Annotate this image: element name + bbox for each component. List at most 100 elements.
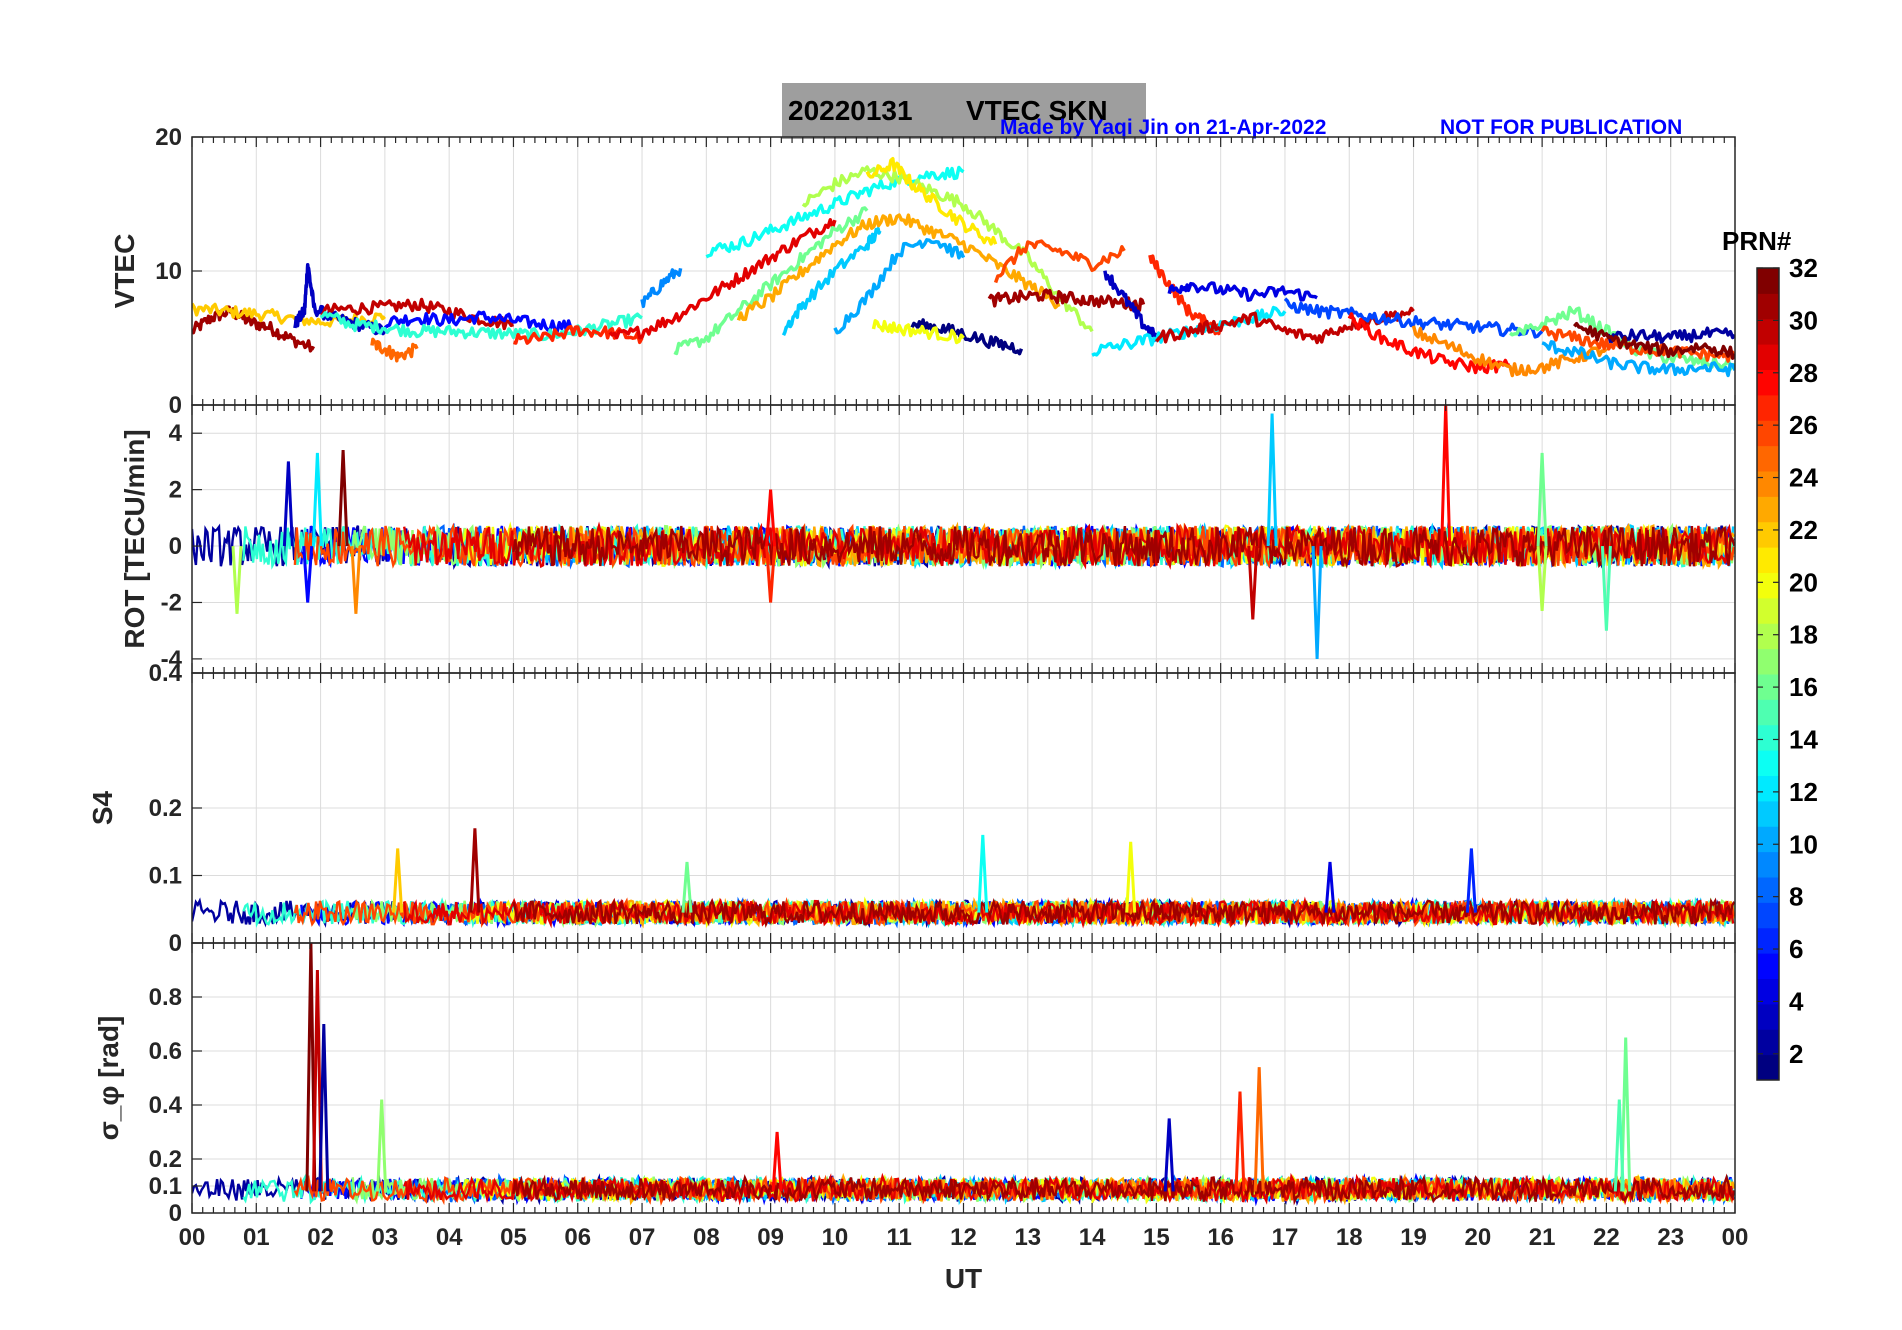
xtick-label: 10 (822, 1224, 849, 1251)
plot-area-vtec (192, 156, 1735, 378)
vtec-arc-prn-9 (640, 267, 683, 309)
colorbar-segment (1757, 420, 1779, 447)
xtick-label: 14 (1079, 1224, 1106, 1251)
vtec-arc-prn-13 (705, 165, 965, 259)
colorbar-tick-label: 30 (1789, 305, 1818, 335)
ytick-label: 0.6 (149, 1038, 182, 1065)
colorbar-segment (1757, 394, 1779, 421)
rot-spike-prn-27 (765, 545, 777, 603)
colorbar-tick-label: 16 (1789, 672, 1818, 702)
title-box (782, 83, 1146, 139)
xtick-label: 17 (1272, 1224, 1299, 1251)
ytick-label: 0 (169, 392, 182, 419)
colorbar-segment (1757, 521, 1779, 548)
vtec-arc-prn-7 (1283, 297, 1544, 339)
ytick-label: 0.1 (149, 863, 182, 890)
xtick-label: 00 (1722, 1224, 1749, 1251)
sigma_phi-series-prn-31 (512, 1173, 1735, 1206)
notice-text: NOT FOR PUBLICATION (1440, 116, 1682, 139)
vtec-arc-prn-5 (383, 310, 579, 334)
colorbar-tick-label: 2 (1789, 1039, 1803, 1069)
colorbar-segment (1757, 902, 1779, 929)
xtick-label: 19 (1400, 1224, 1427, 1251)
xticks-sigma_phi (191, 943, 1736, 1213)
vtec-arc-prn-26 (1540, 325, 1735, 363)
colorbar-frame (1756, 267, 1780, 1081)
ylabel-rot: ROT [TECU/min] (119, 429, 150, 648)
sigma_phi-spike-prn-2 (318, 1023, 330, 1192)
vtec-arc-prn-10 (1541, 340, 1735, 378)
colorbar-segment (1757, 369, 1779, 396)
panel-s4: 0 0.1 0.2 0.4 S4 (87, 660, 1736, 957)
colorbar-segment (1757, 268, 1779, 294)
ytick-label: 0.2 (149, 1146, 182, 1173)
xtick-label: 03 (372, 1224, 399, 1251)
panel-sigma_phi: 00.10.2 0.4 0.6 0.8 σ_φ [rad] 00 01 02 03 04 05 06 0… (93, 942, 1749, 1294)
colorbar-segment (1757, 775, 1779, 802)
title-date: 20220131 (788, 95, 913, 126)
ytick-label: 0 (169, 533, 182, 560)
colorbar-segment (1757, 496, 1779, 523)
ytick-label: 0.4 (149, 1092, 183, 1119)
vtec-arc-prn-4 (1167, 281, 1318, 302)
xtick-label: 22 (1593, 1224, 1620, 1251)
sigma_phi-spike-prn-28 (771, 1131, 783, 1192)
colorbar-segment (1757, 877, 1779, 903)
colorbar-segment (1757, 851, 1779, 878)
ytick-label: 0.4 (149, 660, 183, 687)
rot-spike-prn-12 (311, 452, 323, 547)
vtec-arc-prn-3 (293, 262, 387, 336)
xticks-vtec (191, 137, 1736, 405)
ylabel-vtec: VTEC (109, 234, 140, 309)
rot-spike-prn-11 (1266, 413, 1278, 547)
xtick-label: 18 (1336, 1224, 1363, 1251)
colorbar-tick-label: 12 (1789, 777, 1818, 807)
rot-series-prn-31 (512, 524, 1735, 569)
ytick-label: 4 (169, 420, 183, 447)
xlabel: UT (945, 1263, 982, 1294)
xtick-label: 08 (693, 1224, 720, 1251)
colorbar-tick-label: 22 (1789, 515, 1818, 545)
colorbar-segment (1757, 978, 1779, 1005)
ylabel-s4: S4 (87, 790, 118, 825)
s4-series-prn-29 (403, 896, 1735, 929)
rot-spike-prn-18 (231, 546, 243, 614)
xtick-label: 02 (307, 1224, 334, 1251)
vtec-arc-prn-27 (1148, 254, 1223, 336)
vtec-arc-prn-30 (320, 297, 515, 331)
vtec-arc-prn-18 (801, 165, 1094, 333)
xtick-label: 04 (436, 1224, 463, 1251)
panel-vtec: 0 10 20 VTEC (109, 124, 1736, 419)
rot-spike-prn-30 (1247, 546, 1259, 620)
colorbar-segment (1757, 293, 1779, 320)
xtick-label: 01 (243, 1224, 270, 1251)
s4-spike-prn-13 (977, 834, 989, 913)
colorbar-segment (1757, 597, 1779, 624)
vtec-arc-prn-20 (871, 319, 965, 345)
colorbar-segment (1757, 800, 1779, 827)
ytick-label: 0.8 (149, 984, 182, 1011)
vtec-arc-prn-23 (736, 213, 1061, 322)
colorbar-tick-label: 8 (1789, 882, 1803, 912)
colorbar-tick-label: 4 (1789, 986, 1804, 1016)
colorbar-segment (1757, 648, 1779, 675)
xtick-label: 23 (1657, 1224, 1684, 1251)
colorbar-segment (1757, 547, 1779, 573)
colorbar-tick-label: 18 (1789, 620, 1818, 650)
colorbar-segment (1757, 318, 1779, 345)
colorbar-segment (1757, 724, 1779, 751)
plot-area-s4 (192, 828, 1735, 929)
colorbar-tick-label: 32 (1789, 253, 1818, 283)
panel-rot: -4 -2 0 2 4 ROT [TECU/min] (119, 404, 1736, 674)
vtec-arc-prn-2 (1605, 326, 1735, 345)
xtick-label: 09 (757, 1224, 784, 1251)
vtec-arc-prn-10 (833, 238, 966, 335)
xticks-s4 (191, 673, 1736, 943)
xtick-label: 07 (629, 1224, 656, 1251)
ytick-label: 20 (155, 124, 182, 151)
rot-spike-prn-32 (337, 450, 349, 547)
plot-area-rot (192, 405, 1735, 659)
